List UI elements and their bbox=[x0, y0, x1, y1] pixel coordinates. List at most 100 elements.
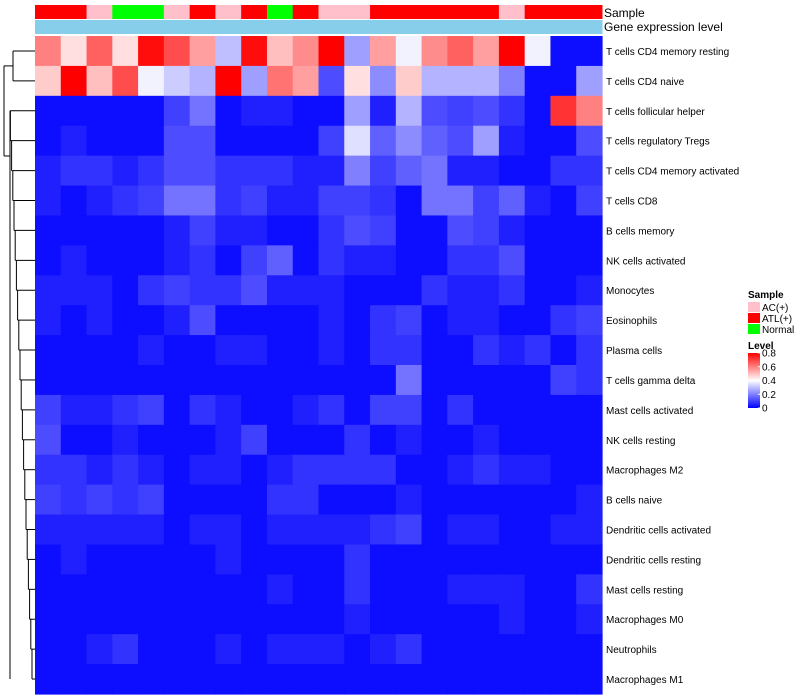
heatmap-cell bbox=[524, 215, 552, 246]
heatmap-cell bbox=[318, 514, 345, 546]
sample-legend-swatch bbox=[748, 313, 760, 323]
row-label: Macrophages M1 bbox=[606, 675, 684, 686]
heatmap-cell bbox=[524, 664, 552, 695]
heatmap-cell bbox=[163, 544, 191, 575]
heatmap-cell bbox=[112, 394, 139, 426]
heatmap-cell bbox=[60, 454, 88, 486]
heatmap-cell bbox=[395, 394, 423, 426]
level-legend-title: Level bbox=[748, 341, 774, 352]
gene-expression-annotation-bar bbox=[35, 20, 603, 34]
heatmap-cell bbox=[189, 514, 217, 546]
heatmap-cell bbox=[138, 514, 165, 546]
heatmap-cell bbox=[163, 65, 191, 97]
heatmap-cell bbox=[421, 125, 448, 157]
heatmap-cell bbox=[421, 36, 448, 67]
gene-expression-cell bbox=[241, 20, 268, 34]
heatmap-cell bbox=[163, 365, 191, 396]
heatmap-cell bbox=[189, 604, 217, 635]
gene-expression-cell bbox=[163, 20, 191, 34]
heatmap-cell bbox=[86, 604, 113, 635]
heatmap-cell bbox=[473, 365, 500, 396]
heatmap-cell bbox=[344, 484, 371, 516]
heatmap-cell bbox=[473, 36, 500, 67]
heatmap-cell bbox=[550, 185, 577, 217]
row-label: Monocytes bbox=[606, 286, 654, 297]
heatmap-cell bbox=[86, 275, 113, 306]
heatmap-cells bbox=[35, 36, 603, 695]
sample-annotation-cell bbox=[241, 5, 268, 19]
heatmap-cell bbox=[318, 305, 345, 336]
heatmap-cell bbox=[189, 424, 217, 456]
sample-annotation-cell bbox=[163, 5, 191, 19]
heatmap-cell bbox=[292, 305, 320, 336]
row-label: Neutrophils bbox=[606, 645, 657, 656]
heatmap-cell bbox=[112, 36, 139, 67]
heatmap-cell bbox=[35, 544, 62, 575]
heatmap-cell bbox=[138, 95, 165, 127]
heatmap-cell bbox=[576, 335, 603, 366]
heatmap-cell bbox=[241, 664, 268, 695]
heatmap-cell bbox=[292, 574, 320, 605]
heatmap-cell bbox=[524, 275, 552, 306]
heatmap-cell bbox=[395, 484, 423, 516]
row-labels: T cells CD4 memory resting T cells CD4 na… bbox=[606, 47, 739, 686]
heatmap-cell bbox=[344, 664, 371, 695]
heatmap-cell bbox=[266, 394, 294, 426]
heatmap-cell bbox=[447, 664, 474, 695]
heatmap-cell bbox=[524, 36, 552, 67]
heatmap-cell bbox=[60, 155, 88, 187]
heatmap-cell bbox=[524, 544, 552, 575]
level-tick-label: 0.2 bbox=[762, 390, 776, 401]
heatmap-cell bbox=[344, 95, 371, 127]
gene-expression-cell bbox=[550, 20, 577, 34]
heatmap-cell bbox=[112, 484, 139, 516]
gene-expression-cell bbox=[524, 20, 551, 34]
heatmap-cell bbox=[215, 365, 242, 396]
heatmap-cell bbox=[35, 95, 62, 127]
heatmap-cell bbox=[344, 185, 371, 217]
heatmap-cell bbox=[292, 484, 320, 516]
heatmap-cell bbox=[344, 275, 371, 306]
heatmap-cell bbox=[473, 424, 500, 456]
heatmap-cell bbox=[576, 65, 603, 97]
heatmap-cell bbox=[266, 305, 294, 336]
heatmap-cell bbox=[215, 36, 242, 67]
heatmap-cell bbox=[215, 95, 242, 127]
heatmap-cell bbox=[292, 125, 320, 157]
heatmap-cell bbox=[550, 155, 577, 187]
heatmap-cell bbox=[189, 155, 217, 187]
heatmap-cell bbox=[344, 514, 371, 546]
heatmap-cell bbox=[395, 245, 423, 276]
heatmap-cell bbox=[395, 574, 423, 605]
heatmap-cell bbox=[473, 454, 500, 486]
heatmap-cell bbox=[138, 185, 165, 217]
heatmap-cell bbox=[163, 185, 191, 217]
heatmap-cell bbox=[524, 65, 552, 97]
gene-expression-cell bbox=[318, 20, 345, 34]
heatmap-cell bbox=[112, 65, 139, 97]
heatmap-cell bbox=[266, 275, 294, 306]
heatmap-cell bbox=[60, 544, 88, 575]
heatmap-cell bbox=[35, 664, 62, 695]
heatmap-cell bbox=[292, 544, 320, 575]
heatmap-cell bbox=[189, 394, 217, 426]
heatmap-cell bbox=[138, 394, 165, 426]
heatmap-cell bbox=[60, 215, 88, 246]
heatmap-cell bbox=[550, 544, 577, 575]
sample-annotation-label: Sample bbox=[604, 6, 645, 20]
heatmap-cell bbox=[318, 155, 345, 187]
heatmap-cell bbox=[498, 544, 526, 575]
heatmap-cell bbox=[138, 454, 165, 486]
heatmap-cell bbox=[395, 36, 423, 67]
heatmap-cell bbox=[215, 215, 242, 246]
row-label: B cells naive bbox=[606, 496, 663, 507]
gene-expression-cell bbox=[292, 20, 319, 34]
heatmap-cell bbox=[395, 634, 423, 665]
heatmap-cell bbox=[421, 245, 448, 276]
heatmap-cell bbox=[370, 245, 397, 276]
heatmap-cell bbox=[138, 604, 165, 635]
row-label: Dendritic cells activated bbox=[606, 526, 711, 537]
heatmap-cell bbox=[266, 664, 294, 695]
heatmap-cell bbox=[550, 36, 577, 67]
heatmap-cell bbox=[395, 155, 423, 187]
